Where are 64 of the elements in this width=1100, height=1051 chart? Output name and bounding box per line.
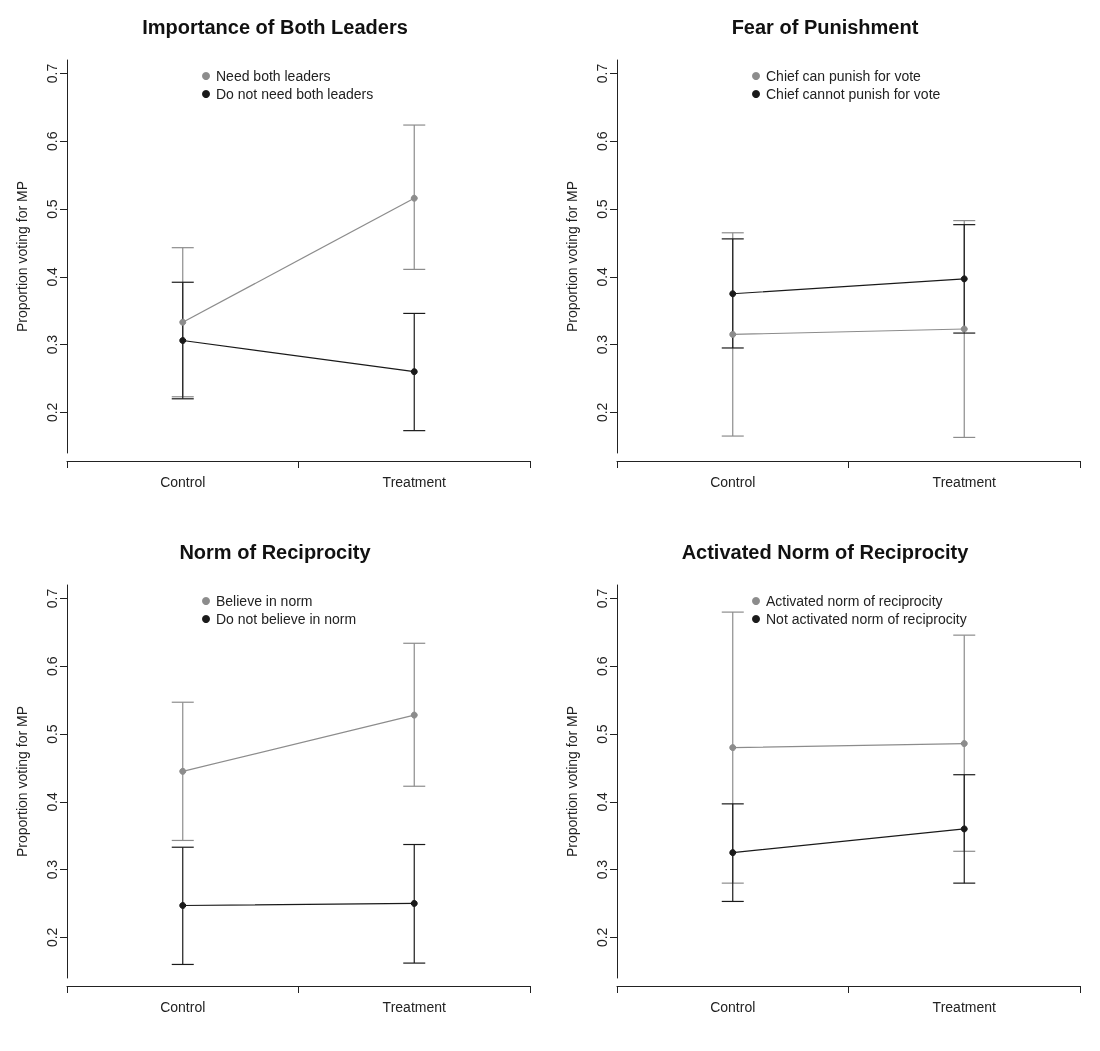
y-tick-label: 0.5 — [594, 199, 610, 219]
y-axis-title: Proportion voting for MP — [14, 181, 30, 332]
legend-label: Do not need both leaders — [216, 86, 374, 102]
point — [410, 368, 418, 376]
point — [179, 337, 187, 345]
y-tick-label: 0.5 — [44, 199, 60, 219]
y-tick-label: 0.7 — [44, 63, 60, 84]
legend-label: Need both leaders — [216, 68, 331, 84]
point — [410, 711, 418, 719]
y-axis-title: Proportion voting for MP — [564, 706, 580, 857]
y-tick-label: 0.5 — [44, 724, 60, 744]
legend-label: Chief can punish for vote — [766, 68, 922, 84]
x-tick-label: Treatment — [932, 474, 996, 490]
legend-label: Activated norm of reciprocity — [766, 593, 943, 609]
y-tick-label: 0.6 — [44, 656, 60, 677]
point — [729, 849, 737, 857]
legend-label: Chief cannot punish for vote — [766, 86, 941, 102]
chart-title: Activated Norm of Reciprocity — [681, 541, 970, 563]
legend-label: Do not believe in norm — [216, 611, 357, 627]
point — [960, 740, 968, 748]
x-tick-label: Control — [710, 999, 756, 1015]
legend-label: Not activated norm of reciprocity — [766, 611, 967, 627]
point — [179, 902, 187, 909]
point — [410, 194, 418, 202]
y-tick-label: 0.2 — [44, 402, 60, 423]
point — [410, 899, 418, 907]
y-tick-label: 0.4 — [594, 791, 610, 812]
y-tick-label: 0.4 — [44, 791, 60, 812]
point — [729, 744, 737, 752]
x-tick-label: Control — [710, 474, 756, 490]
chart-title: Importance of Both Leaders — [142, 16, 408, 38]
y-tick-label: 0.2 — [44, 927, 60, 948]
y-axis-title: Proportion voting for MP — [564, 181, 580, 332]
x-tick-label: Control — [160, 999, 206, 1015]
x-tick-label: Treatment — [382, 999, 446, 1015]
point — [729, 290, 737, 298]
y-tick-label: 0.4 — [594, 266, 610, 287]
y-tick-label: 0.4 — [44, 266, 60, 287]
y-tick-label: 0.3 — [44, 859, 60, 880]
x-tick-label: Treatment — [932, 999, 996, 1015]
y-tick-label: 0.6 — [594, 656, 610, 677]
point — [960, 825, 968, 833]
chart-title: Norm of Reciprocity — [179, 541, 372, 563]
y-tick-label: 0.3 — [594, 859, 610, 880]
y-tick-label: 0.7 — [44, 588, 60, 609]
y-axis-title: Proportion voting for MP — [14, 706, 30, 857]
y-tick-label: 0.3 — [594, 334, 610, 355]
y-tick-label: 0.5 — [594, 724, 610, 744]
point — [179, 318, 187, 326]
point — [960, 275, 968, 283]
y-tick-label: 0.6 — [594, 131, 610, 152]
y-tick-label: 0.2 — [594, 927, 610, 948]
point — [960, 325, 968, 333]
x-tick-label: Treatment — [382, 474, 446, 490]
y-tick-label: 0.3 — [44, 334, 60, 355]
chart-title: Fear of Punishment — [731, 16, 919, 38]
x-tick-label: Control — [160, 474, 206, 490]
y-tick-label: 0.6 — [44, 131, 60, 152]
y-tick-label: 0.7 — [594, 63, 610, 84]
y-tick-label: 0.2 — [594, 402, 610, 423]
y-tick-label: 0.7 — [594, 588, 610, 609]
point — [179, 767, 187, 775]
legend-label: Believe in norm — [216, 593, 313, 609]
point — [729, 330, 737, 338]
